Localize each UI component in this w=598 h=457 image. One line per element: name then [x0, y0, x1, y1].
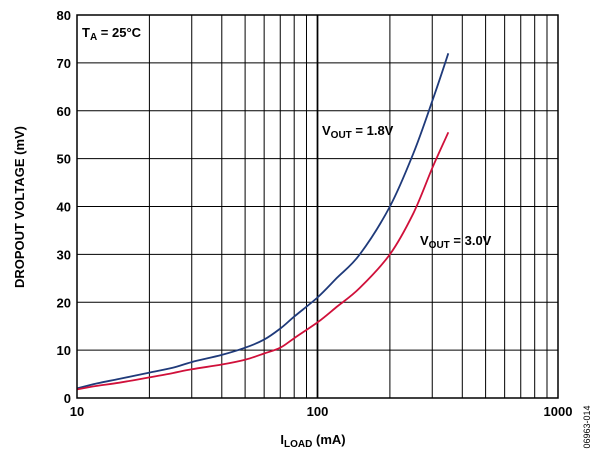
y-tick-label: 30: [57, 247, 71, 262]
y-tick-label: 40: [57, 200, 71, 215]
series-line-1: [76, 131, 450, 391]
x-axis-title: ILOAD (mA): [280, 432, 345, 450]
y-tick-label: 80: [57, 8, 71, 23]
plot-frame: [76, 14, 559, 399]
y-tick-label: 0: [64, 391, 71, 406]
figure-id: 06963-014: [582, 405, 592, 448]
x-tick-label: 10: [70, 404, 84, 419]
series-label-vout-3-0v: VOUT = 3.0V: [420, 233, 492, 251]
y-tick-label: 60: [57, 104, 71, 119]
y-tick-label: 10: [57, 343, 71, 358]
series-label-vout-1-8v: VOUT = 1.8V: [322, 123, 394, 141]
series-layer: [76, 53, 450, 391]
y-axis-title: DROPOUT VOLTAGE (mV): [12, 126, 27, 288]
x-tick-label: 1000: [544, 404, 573, 419]
y-tick-label: 70: [57, 56, 71, 71]
y-tick-label: 20: [57, 295, 71, 310]
grid: [77, 15, 558, 398]
y-tick-label: 50: [57, 152, 71, 167]
temperature-annotation: TA = 25°C: [82, 25, 142, 43]
series-line-0: [76, 53, 450, 390]
x-tick-label: 100: [307, 404, 329, 419]
